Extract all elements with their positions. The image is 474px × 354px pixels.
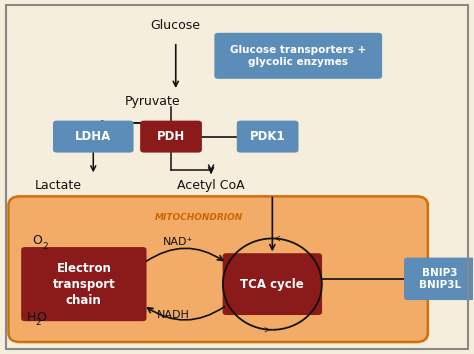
Text: TCA cycle: TCA cycle [240, 278, 304, 291]
Text: LDHA: LDHA [75, 130, 111, 143]
Text: MITOCHONDRION: MITOCHONDRION [155, 213, 244, 222]
FancyBboxPatch shape [404, 258, 474, 300]
Text: 2: 2 [35, 318, 40, 327]
Text: Lactate: Lactate [35, 179, 82, 192]
FancyBboxPatch shape [214, 33, 382, 79]
FancyBboxPatch shape [9, 196, 428, 342]
FancyBboxPatch shape [237, 121, 299, 153]
Text: H: H [27, 311, 36, 324]
Text: PDK1: PDK1 [250, 130, 285, 143]
Text: Glucose: Glucose [151, 19, 201, 33]
FancyBboxPatch shape [53, 121, 134, 153]
FancyBboxPatch shape [21, 247, 146, 321]
Text: Electron
transport
chain: Electron transport chain [53, 262, 115, 307]
Text: NADH: NADH [157, 310, 190, 320]
Text: O: O [36, 311, 46, 324]
Text: Pyruvate: Pyruvate [124, 95, 180, 108]
FancyBboxPatch shape [223, 253, 322, 315]
Text: BNIP3
BNIP3L: BNIP3 BNIP3L [419, 268, 461, 290]
Text: 2: 2 [42, 242, 47, 251]
Text: Glucose transporters +
glycolic enzymes: Glucose transporters + glycolic enzymes [230, 45, 366, 67]
Text: NAD⁺: NAD⁺ [163, 237, 193, 247]
Text: O: O [32, 234, 42, 247]
Text: PDH: PDH [157, 130, 185, 143]
Text: Acetyl CoA: Acetyl CoA [177, 179, 245, 192]
FancyBboxPatch shape [140, 121, 202, 153]
